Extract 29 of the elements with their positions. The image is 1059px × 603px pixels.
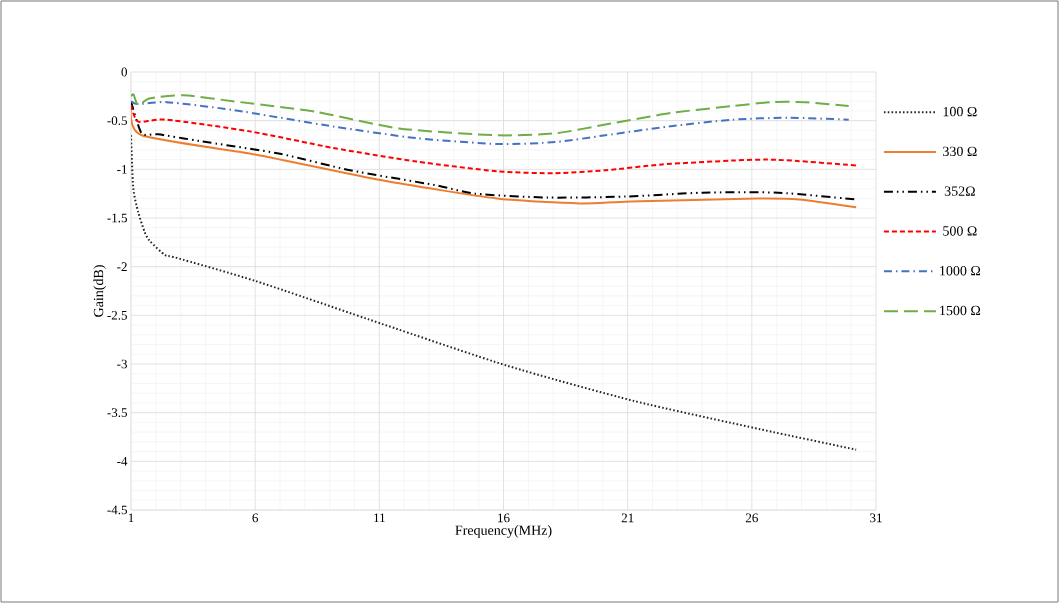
y-tick-label: -1.5 — [107, 213, 127, 223]
y-tick-label: -0.5 — [107, 116, 127, 126]
y-tick-label: -4.5 — [107, 505, 127, 515]
y-tick-label: 0 — [121, 67, 127, 77]
x-tick-label: 21 — [621, 513, 634, 523]
legend-label: 352Ω — [944, 186, 975, 196]
legend-label: 500 Ω — [943, 226, 977, 236]
legend-label: 1500 Ω — [940, 305, 981, 316]
y-tick-label: -4 — [117, 457, 128, 466]
y-tick-label: -3 — [117, 359, 127, 369]
y-tick-label: -2 — [117, 262, 127, 271]
line-series — [131, 93, 850, 137]
x-axis-title: Frequency(MHz) — [455, 525, 552, 538]
legend-label: 100 Ω — [943, 106, 977, 117]
x-tick-label: 11 — [374, 513, 385, 523]
y-tick-label: -2.5 — [107, 310, 127, 320]
line-series — [131, 134, 858, 451]
line-series — [131, 100, 850, 146]
y-tick-label: -1 — [117, 165, 127, 174]
y-tick-label: -3.5 — [107, 408, 127, 418]
y-axis-title: Gain(dB) — [93, 265, 107, 317]
x-tick-label: 6 — [252, 513, 259, 523]
x-tick-label: 16 — [498, 513, 510, 523]
line-series — [131, 104, 858, 175]
x-tick-label: 1 — [128, 513, 134, 523]
x-tick-label: 31 — [870, 513, 882, 523]
legend-label: 330 Ω — [943, 146, 977, 157]
legend-label: 1000 Ω — [940, 265, 981, 276]
x-tick-label: 26 — [745, 513, 758, 523]
